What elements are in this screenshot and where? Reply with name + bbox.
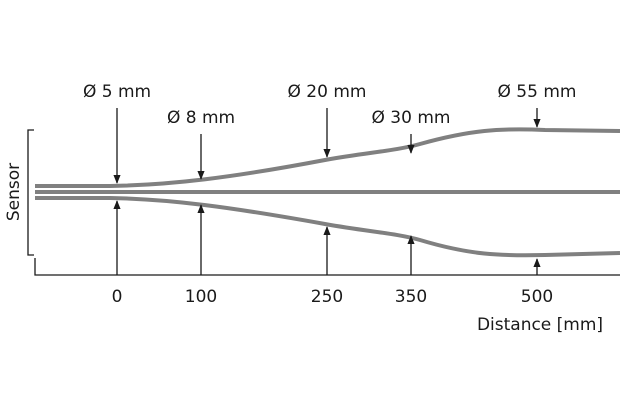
beam-lower [35, 196, 620, 258]
diameter-label: Ø 8 mm [167, 108, 235, 128]
diameter-label: Ø 20 mm [288, 82, 367, 102]
distance-axis [34, 258, 620, 276]
distance-tick-label: 0 [112, 287, 123, 307]
beam-upper [35, 127, 620, 188]
sensor-bracket [27, 129, 34, 256]
diameter-label: Ø 30 mm [372, 108, 451, 128]
distance-tick-label: 500 [521, 287, 553, 307]
sensor-label: Sensor [4, 163, 24, 221]
distance-tick-label: 350 [395, 287, 427, 307]
diameter-label: Ø 55 mm [498, 82, 577, 102]
distance-tick-label: 250 [311, 287, 343, 307]
axis-label: Distance [mm] [477, 315, 603, 335]
distance-tick-label: 100 [185, 287, 217, 307]
diameter-label: Ø 5 mm [83, 82, 151, 102]
